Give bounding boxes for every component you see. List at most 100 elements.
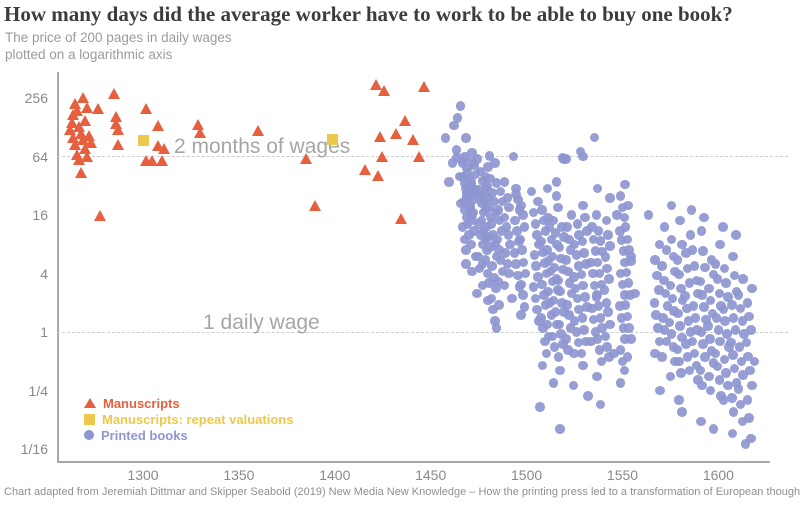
printed-book-point xyxy=(548,295,559,306)
printed-book-point xyxy=(482,193,493,203)
printed-book-point xyxy=(562,300,572,310)
printed-book-point xyxy=(460,151,470,162)
printed-book-point xyxy=(486,212,496,223)
printed-book-point xyxy=(570,283,581,294)
printed-book-point xyxy=(582,302,592,312)
printed-book-point xyxy=(469,160,479,170)
printed-book-point xyxy=(696,226,706,236)
printed-book-point xyxy=(574,230,584,240)
printed-book-point xyxy=(621,267,632,278)
printed-book-point xyxy=(457,222,468,232)
manuscript-point xyxy=(370,78,383,90)
printed-book-point xyxy=(665,371,676,382)
manuscript-point xyxy=(73,153,86,165)
printed-book-point xyxy=(623,278,633,288)
printed-book-point xyxy=(729,363,740,374)
printed-book-point xyxy=(518,210,528,220)
repeat-valuations-square-icon xyxy=(84,413,95,425)
printed-book-point xyxy=(700,352,710,362)
printed-book-point xyxy=(599,285,610,295)
printed-book-point xyxy=(699,302,709,312)
printed-book-point xyxy=(492,234,502,245)
printed-book-point xyxy=(499,212,510,223)
printed-book-point xyxy=(743,351,753,362)
printed-book-point xyxy=(741,337,752,348)
printed-book-point xyxy=(605,319,615,330)
printed-book-point xyxy=(664,317,675,328)
printed-book-point xyxy=(555,286,565,297)
printed-book-point xyxy=(490,239,500,249)
printed-book-point xyxy=(477,239,488,249)
printed-book-point xyxy=(597,323,607,333)
printed-book-point xyxy=(452,153,462,163)
printed-book-point xyxy=(485,173,495,184)
printed-book-point xyxy=(615,345,626,355)
gridline-1-day xyxy=(57,332,788,333)
printed-book-point xyxy=(593,226,604,236)
printed-book-point xyxy=(519,222,530,232)
printed-book-point xyxy=(649,298,660,308)
printed-book-point xyxy=(555,365,565,376)
manuscript-point xyxy=(418,81,431,93)
x-axis-line xyxy=(57,461,770,463)
printed-book-point xyxy=(620,222,631,232)
printed-book-point xyxy=(739,329,749,339)
printed-book-point xyxy=(578,280,588,291)
printed-book-point xyxy=(458,172,468,183)
printed-book-point xyxy=(654,336,665,347)
printed-book-point xyxy=(659,275,669,286)
printed-book-point xyxy=(659,325,670,335)
printed-book-point xyxy=(620,300,631,310)
manuscript-point xyxy=(80,102,93,114)
printed-book-point xyxy=(569,239,580,249)
manuscript-point xyxy=(75,167,88,179)
printed-book-point xyxy=(666,329,677,339)
printed-book-point xyxy=(462,219,472,229)
printed-book-point xyxy=(553,202,563,213)
printed-book-point xyxy=(513,194,523,205)
printed-book-point xyxy=(620,334,630,344)
printed-book-point xyxy=(685,327,696,337)
manuscript-point xyxy=(109,117,122,129)
manuscript-point xyxy=(251,125,264,137)
printed-book-point xyxy=(469,194,480,205)
manuscript-point xyxy=(92,103,105,115)
printed-book-point xyxy=(620,257,630,268)
printed-book-point xyxy=(677,332,687,343)
printed-book-point xyxy=(595,313,606,323)
printed-book-point xyxy=(588,234,599,245)
printed-book-point xyxy=(705,385,716,396)
manuscript-point xyxy=(358,164,371,176)
printed-book-point xyxy=(657,261,667,271)
printed-book-point xyxy=(723,380,733,391)
printed-book-point xyxy=(592,257,603,268)
manuscript-point xyxy=(67,131,80,143)
printed-book-point xyxy=(576,348,587,359)
printed-book-point xyxy=(576,269,587,280)
printed-book-point xyxy=(687,336,698,347)
printed-book-point xyxy=(675,321,685,331)
printed-book-point xyxy=(467,147,477,158)
printed-book-point xyxy=(744,311,754,322)
printed-book-point xyxy=(484,151,495,161)
printed-book-point xyxy=(582,226,592,236)
printed-book-point xyxy=(653,323,663,333)
printed-book-point xyxy=(467,266,477,277)
printed-book-point xyxy=(580,292,590,302)
printed-book-point xyxy=(604,274,614,284)
printed-book-point xyxy=(746,325,756,335)
printed-book-point xyxy=(724,342,734,352)
printed-book-point xyxy=(461,259,471,269)
source-credit: Chart adapted from Jeremiah Dittmar and … xyxy=(4,486,800,498)
printed-book-point xyxy=(473,185,483,195)
printed-book-point xyxy=(472,154,483,164)
manuscript-point xyxy=(107,88,120,100)
printed-book-point xyxy=(626,251,636,262)
printed-book-point xyxy=(577,313,588,323)
printed-book-point xyxy=(721,368,731,378)
printed-book-point xyxy=(566,210,577,220)
printed-book-point xyxy=(588,314,599,325)
printed-book-point xyxy=(574,304,584,315)
printed-book-point xyxy=(587,303,597,314)
printed-book-point xyxy=(565,323,576,333)
